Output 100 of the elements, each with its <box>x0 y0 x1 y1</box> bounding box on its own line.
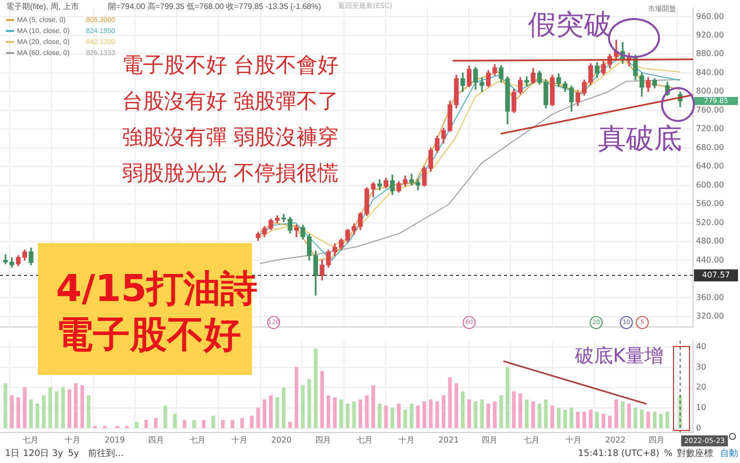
y-tick-label: 720.00 <box>696 124 724 134</box>
bar <box>339 400 344 428</box>
y-tick-label: 560.00 <box>696 199 724 208</box>
bar <box>365 395 369 428</box>
bar <box>652 412 656 428</box>
x-tick-label: 十月 <box>398 435 415 444</box>
bar <box>646 412 650 428</box>
bar <box>307 379 312 428</box>
text: 15:41:18 (UTC+8) <box>578 449 660 460</box>
bar <box>358 400 362 428</box>
bar <box>54 391 58 428</box>
bar <box>154 418 158 428</box>
bar <box>512 391 516 428</box>
y-tick-label: 600.00 <box>696 180 724 190</box>
bar <box>499 395 503 428</box>
annotation: 假突破 <box>528 8 612 41</box>
y-tick-label: 0 <box>696 423 702 432</box>
y-tick-label: 30 <box>696 362 706 372</box>
y-tick-label: 360.00 <box>696 292 724 302</box>
y-tick-label: 840.00 <box>696 68 724 77</box>
bar <box>640 410 644 428</box>
bar <box>320 371 324 428</box>
x-tick-label: 十月 <box>64 435 81 444</box>
y-tick-label: 920.00 <box>696 30 724 40</box>
bar <box>144 420 148 428</box>
bar <box>262 400 266 428</box>
bar <box>416 406 420 428</box>
bar <box>454 383 458 428</box>
bar <box>314 348 318 428</box>
annotation: 電子股不好 台股不會好 <box>122 53 339 78</box>
text: 5y <box>68 449 80 460</box>
bar <box>627 404 631 428</box>
bar <box>666 412 670 428</box>
bar <box>371 385 376 428</box>
bar <box>428 400 433 428</box>
bar <box>550 406 554 428</box>
bar <box>403 410 408 428</box>
bar <box>396 404 401 428</box>
y-tick-label: 880.00 <box>696 49 724 58</box>
bar <box>474 402 478 428</box>
bar <box>230 420 234 428</box>
bar <box>346 404 350 428</box>
chart-title: 電子期(fite), 周, 上市 <box>6 2 79 12</box>
bar <box>634 408 638 428</box>
bar <box>480 400 484 428</box>
y-tick-label: 40 <box>696 342 706 351</box>
x-tick-label: 2021 <box>438 435 459 444</box>
bar <box>602 414 606 428</box>
bar <box>240 418 244 428</box>
bar <box>221 420 225 428</box>
y-tick-label: 520.00 <box>696 218 724 227</box>
bar <box>467 400 471 428</box>
bar <box>620 402 624 428</box>
bar <box>10 395 14 428</box>
x-tick-label: 2019 <box>104 435 125 444</box>
x-tick-label: 四月 <box>314 435 331 444</box>
annotation: 弱股脫光光 不停損很慌 <box>122 161 339 186</box>
bar <box>556 408 561 428</box>
bar <box>410 404 414 428</box>
y-tick-label: 760.00 <box>696 105 724 114</box>
x-tick-label: 七月 <box>22 435 39 444</box>
x-tick-label: 2020 <box>271 435 292 444</box>
bar <box>16 397 20 428</box>
y-tick-label: 680.00 <box>696 142 724 152</box>
bar <box>563 410 567 428</box>
text: 120日 <box>23 449 50 460</box>
y-tick-label: 440.00 <box>696 255 724 264</box>
bar <box>582 412 586 428</box>
y-tick-label: 960.00 <box>696 12 724 21</box>
y-tick-label: 10 <box>696 403 706 412</box>
bar <box>506 366 510 428</box>
bar <box>614 400 618 428</box>
bar <box>48 387 52 428</box>
bar <box>164 406 168 428</box>
bar <box>269 395 273 428</box>
annotation: 電子股不好 <box>56 313 241 356</box>
bar <box>134 422 138 428</box>
x-tick-label: 七月 <box>189 435 206 444</box>
bar <box>588 410 592 428</box>
bar <box>182 420 186 428</box>
x-tick-label: 十月 <box>231 435 248 444</box>
bar <box>378 404 382 428</box>
bar <box>390 408 394 428</box>
bar <box>250 416 254 428</box>
text: 1日 <box>5 449 20 460</box>
bar <box>93 426 97 428</box>
bar <box>531 402 535 428</box>
bar <box>256 408 260 428</box>
x-tick-label: 四月 <box>648 435 664 444</box>
bar <box>570 408 574 428</box>
bar <box>538 404 542 428</box>
bar <box>659 414 663 428</box>
x-tick-label: 七月 <box>356 435 373 444</box>
bar <box>294 366 298 428</box>
x-tick-label: 十月 <box>565 435 582 444</box>
bar <box>74 383 78 428</box>
bar <box>22 387 26 428</box>
text: 自動 <box>720 449 738 460</box>
y-tick-label: 640.00 <box>696 162 724 171</box>
text: 前往到... <box>88 449 124 460</box>
